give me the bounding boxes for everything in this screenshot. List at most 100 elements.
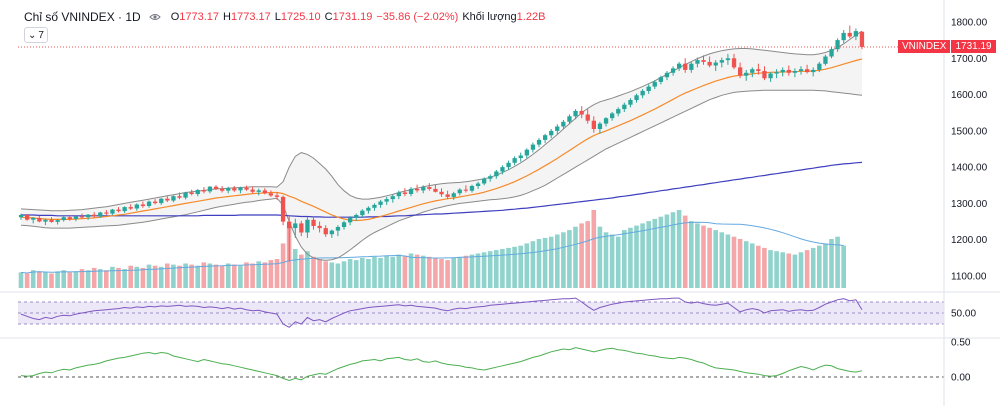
candle-body bbox=[469, 186, 475, 191]
candle-body bbox=[859, 31, 865, 47]
volume-bar bbox=[408, 253, 414, 288]
candle-body bbox=[183, 192, 188, 198]
price-axis-tick: 1100.00 bbox=[951, 272, 987, 283]
volume-bar bbox=[689, 221, 694, 288]
volume-bar bbox=[634, 225, 639, 288]
candle-body bbox=[366, 207, 371, 211]
bollinger-fill bbox=[21, 31, 862, 261]
candle-body bbox=[786, 69, 791, 73]
candle-body bbox=[329, 230, 334, 235]
volume-bar bbox=[67, 272, 73, 288]
volume-bar bbox=[597, 226, 603, 288]
candle-body bbox=[250, 189, 255, 192]
volume-bar bbox=[573, 226, 578, 288]
volume-bar bbox=[731, 236, 737, 288]
legend-toggle-button[interactable]: ⌄ 7 bbox=[24, 27, 48, 43]
volume-bar bbox=[445, 260, 450, 288]
candle-body bbox=[829, 49, 834, 57]
symbol-title[interactable]: Chỉ số VNINDEX · 1D bbox=[24, 10, 141, 24]
volume-bar bbox=[664, 214, 670, 288]
volume-bar bbox=[177, 265, 182, 288]
volume-bar bbox=[823, 243, 828, 288]
volume-bar bbox=[682, 215, 688, 288]
volume-bar bbox=[305, 251, 310, 288]
volume-bar bbox=[347, 259, 353, 288]
candle-body bbox=[354, 215, 359, 218]
candle-body bbox=[189, 192, 194, 194]
price-axis-tick: 1200.00 bbox=[951, 235, 988, 246]
rsi-pane[interactable] bbox=[18, 297, 944, 328]
candle-body bbox=[719, 60, 724, 63]
volume-bar bbox=[256, 261, 261, 288]
volume-bar bbox=[280, 243, 286, 288]
volume-bar bbox=[780, 252, 785, 288]
price-pane[interactable] bbox=[18, 25, 944, 288]
candle-body bbox=[500, 167, 505, 172]
candle-body bbox=[695, 60, 700, 64]
candle-body bbox=[317, 225, 322, 229]
candle-body bbox=[561, 121, 566, 127]
candle-body bbox=[372, 204, 377, 208]
volume-bar bbox=[585, 221, 590, 288]
close-value: 1731.19 bbox=[332, 11, 373, 23]
volume-bar bbox=[146, 264, 152, 288]
candle-body bbox=[738, 67, 743, 76]
volume-bar bbox=[530, 241, 536, 288]
ma-fast-line bbox=[20, 58, 863, 222]
candle-body bbox=[835, 40, 840, 50]
volume-bar bbox=[329, 262, 335, 288]
candle-body bbox=[256, 190, 261, 192]
volume-bar bbox=[494, 250, 499, 288]
volume-bar bbox=[292, 249, 298, 288]
candle-body bbox=[591, 120, 596, 129]
candle-body bbox=[341, 222, 347, 227]
candle-body bbox=[817, 63, 822, 70]
volume-bar bbox=[713, 230, 718, 288]
candle-body bbox=[43, 219, 48, 222]
candle-body bbox=[384, 199, 389, 202]
volume-bar bbox=[372, 256, 377, 288]
volume-bar bbox=[85, 270, 91, 288]
volume-bar bbox=[640, 223, 645, 288]
volume-bar bbox=[414, 254, 420, 288]
volume-bar bbox=[43, 272, 48, 288]
candle-body bbox=[457, 189, 462, 194]
volume-bar bbox=[810, 247, 816, 288]
candle-body bbox=[201, 190, 206, 192]
candle-body bbox=[689, 63, 694, 70]
volume-bar bbox=[481, 252, 487, 288]
volume-bar bbox=[768, 250, 773, 288]
candle-body bbox=[780, 69, 785, 73]
candle-body bbox=[360, 210, 365, 216]
candle-body bbox=[506, 162, 511, 168]
candle-body bbox=[756, 69, 761, 71]
candle-body bbox=[811, 69, 816, 73]
volume-bar bbox=[49, 273, 54, 288]
candle-body bbox=[567, 116, 572, 122]
volume-bar bbox=[829, 239, 834, 288]
volume-bar bbox=[774, 251, 779, 288]
candle-body bbox=[140, 204, 146, 206]
volume-bar bbox=[341, 261, 347, 288]
candle-body bbox=[597, 123, 603, 129]
candle-body bbox=[774, 72, 779, 74]
candle-body bbox=[670, 68, 676, 73]
volume-bar bbox=[378, 257, 383, 288]
oscillator-pane[interactable] bbox=[18, 347, 944, 382]
candle-body bbox=[823, 56, 828, 64]
rsi-line bbox=[20, 297, 863, 328]
candle-body bbox=[768, 73, 773, 79]
eye-icon[interactable] bbox=[148, 12, 161, 22]
open-value: 1773.17 bbox=[179, 11, 220, 23]
candle-body bbox=[37, 217, 42, 222]
candle-body bbox=[280, 196, 286, 222]
volume-bar bbox=[750, 243, 755, 288]
volume-bar bbox=[165, 263, 170, 288]
volume-bar bbox=[73, 271, 79, 288]
candle-body bbox=[530, 144, 536, 150]
volume-bar bbox=[615, 236, 621, 288]
volume-bar bbox=[24, 273, 30, 288]
candle-body bbox=[847, 32, 852, 37]
